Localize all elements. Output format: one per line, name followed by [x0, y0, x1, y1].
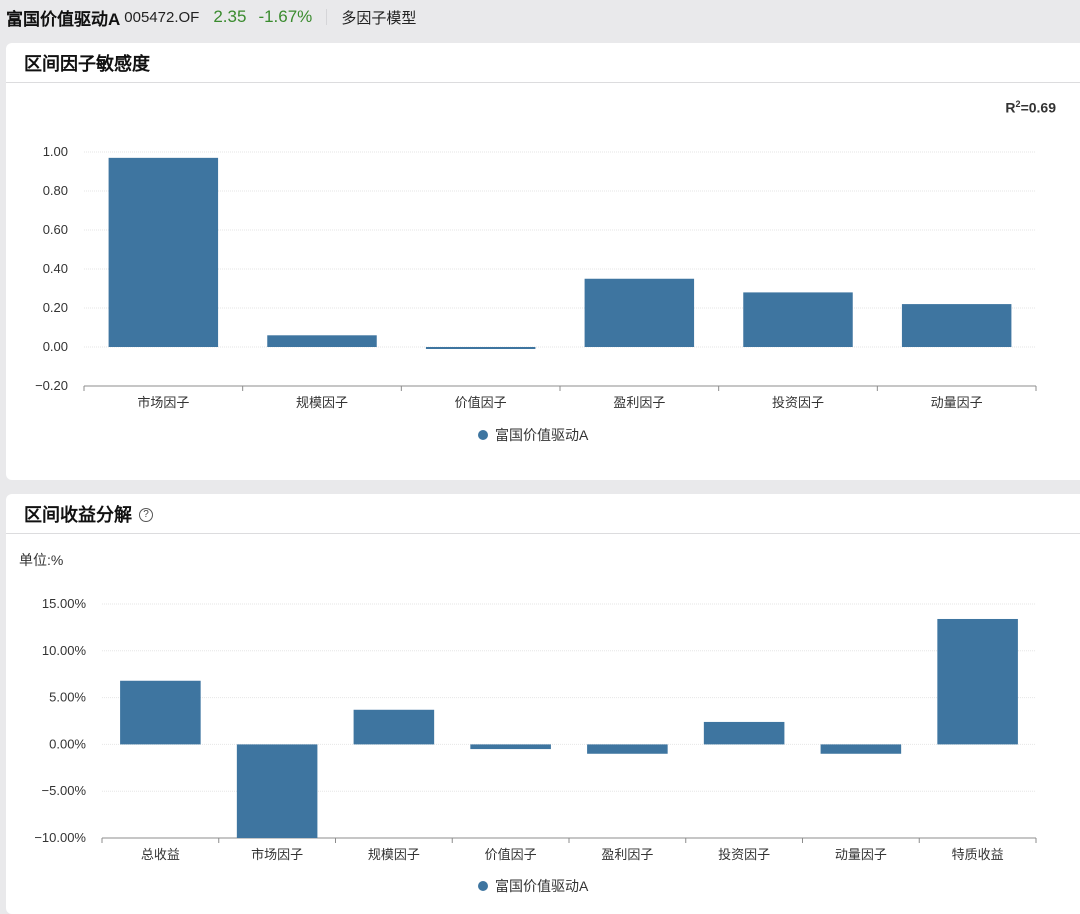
legend-label: 富国价值驱动A — [495, 878, 589, 894]
r-squared-label: R2=0.69 — [1005, 99, 1056, 116]
bar[interactable] — [820, 744, 902, 754]
bar[interactable] — [470, 744, 551, 750]
legend-marker — [478, 881, 488, 891]
return-decomposition-title: 区间收益分解 — [24, 504, 132, 525]
factor-sensitivity-panel: 区间因子敏感度 R2=0.69 −0.20 0.00 0.20 0.40 0.60 0.8… — [6, 43, 1080, 480]
x-tick-label: 市场因子 — [251, 847, 303, 862]
x-tick-label: 动量因子 — [835, 847, 887, 862]
y-tick-label: 0.20 — [43, 300, 68, 315]
fund-name: 富国价值驱动A — [6, 9, 121, 29]
x-tick-label: 特质收益 — [952, 847, 1004, 862]
r-squared-base: R — [1005, 99, 1016, 116]
x-tick-label: 投资因子 — [772, 395, 824, 410]
x-tick-label: 动量因子 — [931, 395, 983, 410]
fund-change: -1.67% — [258, 7, 313, 26]
x-tick-label: 价值因子 — [455, 395, 507, 410]
legend[interactable]: 富国价值驱动A — [478, 878, 589, 894]
bar[interactable] — [108, 157, 219, 347]
x-tick-label: 规模因子 — [296, 395, 348, 410]
bar[interactable] — [901, 304, 1012, 347]
x-tick-label: 盈利因子 — [613, 395, 665, 410]
bar[interactable] — [267, 335, 377, 347]
y-tick-label: 15.00% — [42, 596, 87, 611]
r-squared-value: =0.69 — [1020, 99, 1056, 116]
legend[interactable]: 富国价值驱动A — [478, 427, 589, 443]
y-tick-label: 0.80 — [43, 183, 68, 198]
y-tick-label: 5.00% — [49, 690, 86, 705]
header-divider — [326, 9, 328, 25]
y-tick-label: 10.00% — [42, 643, 87, 658]
x-tick-label: 总收益 — [141, 847, 180, 862]
bar[interactable] — [743, 292, 853, 347]
x-tick-label: 市场因子 — [137, 395, 189, 410]
factor-sensitivity-title: 区间因子敏感度 — [24, 53, 150, 74]
legend-marker — [478, 430, 488, 440]
bar[interactable] — [353, 709, 435, 745]
bar[interactable] — [937, 618, 1018, 745]
fund-header: 富国价值驱动A 005472.OF 2.35 -1.67% 多因子模型 — [0, 0, 1080, 34]
bar[interactable] — [703, 721, 785, 745]
y-tick-label: 0.40 — [43, 261, 68, 276]
x-tick-label: 价值因子 — [485, 847, 537, 862]
r-squared-exponent: 2 — [1015, 99, 1021, 109]
multi-factor-model-link[interactable]: 多因子模型 — [341, 9, 417, 27]
y-tick-label: −5.00% — [42, 783, 87, 798]
factor-sensitivity-chart: −0.20 0.00 0.20 0.40 0.60 0.80 1.00 市场因子 规模因子 价值因… — [35, 144, 1037, 443]
unit-label: 单位:% — [19, 552, 64, 568]
y-tick-label: −0.20 — [35, 378, 68, 393]
bar[interactable] — [425, 347, 536, 349]
x-tick-label: 投资因子 — [718, 847, 770, 862]
question-circle-icon[interactable]: ? — [139, 507, 153, 522]
bar[interactable] — [587, 744, 668, 754]
bar[interactable] — [584, 278, 695, 347]
fund-price: 2.35 — [213, 7, 247, 26]
legend-label: 富国价值驱动A — [495, 427, 589, 443]
bar[interactable] — [236, 744, 318, 838]
y-tick-label: −10.00% — [34, 830, 86, 845]
y-tick-label: 0.00 — [43, 339, 68, 354]
factor-sensitivity-title-bar: 区间因子敏感度 — [6, 43, 1080, 83]
y-tick-label: 1.00 — [43, 144, 68, 159]
y-tick-label: 0.00% — [49, 736, 86, 751]
y-tick-label: 0.60 — [43, 222, 68, 237]
bar[interactable] — [120, 680, 201, 745]
return-decomposition-chart: −10.00% −5.00% 0.00% 5.00% 10.00% 15.00% 总收益 市场… — [34, 596, 1037, 894]
fund-code: 005472.OF — [124, 8, 200, 26]
x-tick-label: 盈利因子 — [601, 847, 653, 862]
return-decomposition-panel: 区间收益分解 ? 单位:% −10.00% −5.00% 0.00% 5.00% 10.… — [6, 494, 1080, 914]
return-decomposition-title-bar: 区间收益分解 ? — [6, 494, 1080, 534]
x-tick-label: 规模因子 — [368, 847, 420, 862]
